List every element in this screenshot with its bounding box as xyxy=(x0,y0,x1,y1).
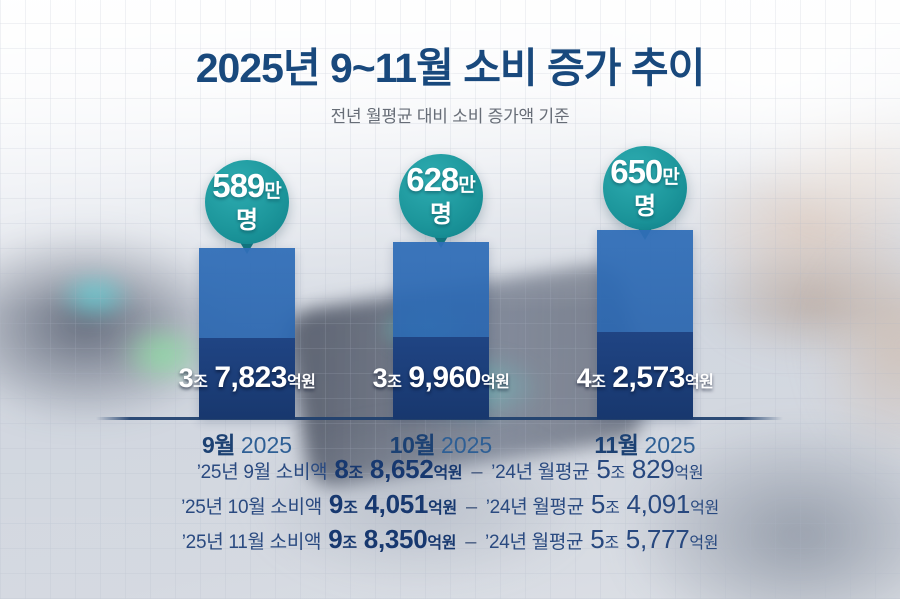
bg-blob-teal-glow xyxy=(55,268,135,323)
summary-amount2-trillions: 5 xyxy=(596,454,611,484)
summary-amount2-trillions: 5 xyxy=(590,489,606,519)
summary-line-november: ’25년 11월 소비액 9조 8,350억원 – ’24년 월평균 5조 5,777억원 xyxy=(0,522,900,557)
summary-amount1-trillions: 9 xyxy=(328,524,343,554)
axis-year: 2025 xyxy=(240,432,293,458)
summary-amount1-billions: 8,350 xyxy=(363,524,428,554)
summary-amount2-trillions: 5 xyxy=(590,524,605,554)
summary-amount2-unit: 억원 xyxy=(689,535,719,552)
summary-amount2-cho: 조 xyxy=(605,500,620,517)
bar-september: 3조 7,823억원 xyxy=(179,248,316,419)
bubble-number-row: 589만 xyxy=(212,167,282,208)
value-cho-unit: 조 xyxy=(193,374,208,391)
summary-amount1-cho: 조 xyxy=(343,500,358,517)
summary-dash: – xyxy=(465,531,477,553)
bar-october: 3조 9,960억원 xyxy=(373,242,510,419)
bar-group-november: 650만 명 4조 2,573억원 11월 2025 xyxy=(577,0,714,599)
summary-amount1-billions: 8,652 xyxy=(369,454,434,484)
bubble-unit: 만 xyxy=(458,175,476,196)
summary-amount1-unit: 억원 xyxy=(428,500,457,517)
bar-group-october: 628만 명 3조 9,960억원 10월 2025 xyxy=(373,0,510,599)
summary-line-september: ’25년 9월 소비액 8조 8,652억원 – ’24년 월평균 5조 829억원 xyxy=(0,452,900,487)
summary-dash: – xyxy=(471,461,483,483)
summary-amount2-billions: 4,091 xyxy=(626,489,691,519)
bubble-number: 589 xyxy=(212,167,265,204)
bar-november: 4조 2,573억원 xyxy=(577,230,714,419)
bg-blob-wrist xyxy=(810,230,900,460)
value-trillions: 4 xyxy=(576,363,592,393)
bar-group-september: 589만 명 3조 7,823억원 9월 2025 xyxy=(179,0,316,599)
bubble-number: 628 xyxy=(406,161,459,198)
summary-amount1-trillions: 8 xyxy=(334,454,349,484)
axis-year: 2025 xyxy=(644,432,696,458)
value-cho-unit: 조 xyxy=(387,374,402,391)
summary-prefix: ’25년 10월 소비액 xyxy=(181,497,322,518)
summary-prefix2: ’24년 월평균 xyxy=(485,497,584,518)
bar-dark-section xyxy=(393,337,489,419)
value-billions: 9,960 xyxy=(408,361,481,394)
axis-month: 10월 xyxy=(389,432,436,458)
bar-value-label: 3조 7,823억원 xyxy=(179,361,316,395)
bubble-number: 650 xyxy=(610,153,663,190)
bar-dark-section xyxy=(199,338,295,419)
axis-year: 2025 xyxy=(441,432,493,458)
summary-amount1-cho: 조 xyxy=(342,535,357,552)
summary-prefix2: ’24년 월평균 xyxy=(491,462,590,483)
summary-amount1-unit: 억원 xyxy=(427,535,457,552)
summary-amount1-unit: 억원 xyxy=(433,465,463,482)
bar-dark-section xyxy=(597,332,693,419)
summary-amount1-cho: 조 xyxy=(348,465,364,482)
value-trillions: 3 xyxy=(178,363,194,393)
summary-amount2-unit: 억원 xyxy=(690,500,719,517)
bg-blob-hand xyxy=(690,140,900,310)
value-eokwon-unit: 억원 xyxy=(480,374,510,391)
page-subtitle: 전년 월평균 대비 소비 증가액 기준 xyxy=(330,107,570,126)
summary-amount2-billions: 829 xyxy=(631,454,675,484)
value-billions: 7,823 xyxy=(214,361,287,394)
summary-dash: – xyxy=(465,496,477,518)
people-count-bubble: 650만 명 xyxy=(603,146,687,230)
bubble-number-row: 628만 xyxy=(406,161,476,202)
summary-amount2-billions: 5,777 xyxy=(625,524,690,554)
summary-amount1-billions: 4,051 xyxy=(364,489,429,519)
bg-blob-hand-shadow xyxy=(700,240,900,360)
axis-label-october: 10월 2025 xyxy=(390,426,492,460)
bar-value-label: 3조 9,960억원 xyxy=(373,361,510,395)
bubble-unit: 만 xyxy=(662,167,680,188)
axis-label-november: 11월 2025 xyxy=(594,426,695,460)
summary-amount2-cho: 조 xyxy=(604,535,619,552)
people-count-bubble: 589만 명 xyxy=(205,160,289,244)
bubble-number-row: 650만 xyxy=(610,153,680,194)
axis-month: 11월 xyxy=(594,432,639,458)
summary-amount1-trillions: 9 xyxy=(328,489,344,519)
value-trillions: 3 xyxy=(372,363,388,393)
value-cho-unit: 조 xyxy=(591,374,606,391)
axis-month: 9월 xyxy=(201,432,235,458)
summary-prefix: ’25년 9월 소비액 xyxy=(196,462,328,483)
page-title: 2025년 9~11월 소비 증가 추이 xyxy=(195,45,706,91)
value-billions: 2,573 xyxy=(612,361,685,394)
summary-prefix: ’25년 11월 소비액 xyxy=(181,532,322,553)
bubble-unit: 만 xyxy=(264,181,282,202)
bubble-line2: 명 xyxy=(633,193,657,220)
summary-line-october: ’25년 10월 소비액 9조 4,051억원 – ’24년 월평균 5조 4,091억원 xyxy=(0,487,900,522)
value-eokwon-unit: 억원 xyxy=(684,374,714,391)
summary-amount2-unit: 억원 xyxy=(674,465,704,482)
people-count-bubble: 628만 명 xyxy=(399,154,483,238)
summary-block: ’25년 9월 소비액 8조 8,652억원 – ’24년 월평균 5조 829억원 ’25… xyxy=(0,452,900,557)
axis-label-september: 9월 2025 xyxy=(202,426,292,460)
summary-amount2-cho: 조 xyxy=(610,465,626,482)
bubble-line2: 명 xyxy=(429,201,453,228)
value-eokwon-unit: 억원 xyxy=(286,374,316,391)
bar-value-label: 4조 2,573억원 xyxy=(577,361,714,395)
bubble-line2: 명 xyxy=(235,207,259,234)
summary-prefix2: ’24년 월평균 xyxy=(485,532,584,553)
